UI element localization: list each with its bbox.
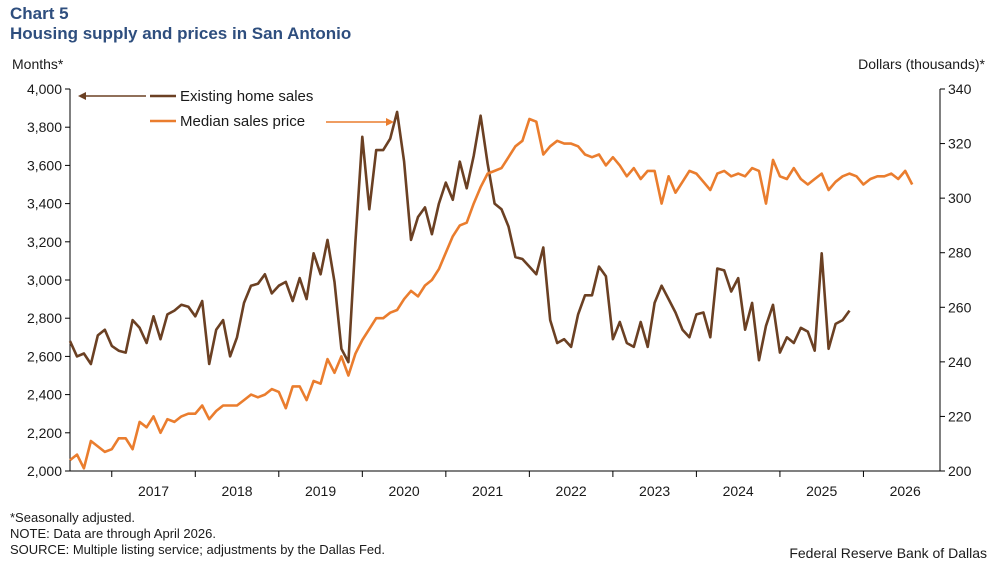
series-line-existing-home-sales <box>68 110 851 366</box>
x-tick-label: 2020 <box>389 483 420 499</box>
x-tick-label: 2025 <box>806 483 837 499</box>
left-tick-label: 2,800 <box>27 310 62 326</box>
legend-arrow-head <box>386 118 394 126</box>
footnote-seasonal: *Seasonally adjusted. <box>10 510 136 525</box>
legend: Existing home sales Median sales price <box>78 88 394 130</box>
left-tick-label: 3,600 <box>27 157 62 173</box>
left-tick-label: 3,400 <box>27 196 62 212</box>
left-tick-label: 2,200 <box>27 425 62 441</box>
x-tick-label: 2026 <box>890 483 921 499</box>
left-tick-label: 4,000 <box>27 81 62 97</box>
right-tick-label: 320 <box>948 136 972 152</box>
footnote-source: SOURCE: Multiple listing service; adjust… <box>10 542 385 557</box>
series-layer <box>68 110 914 470</box>
right-tick-label: 280 <box>948 245 972 261</box>
axes: 2,000 2,200 2,400 2,600 2,800 3,000 3,200 3,400… <box>27 81 972 499</box>
chart-number: Chart 5 <box>10 4 69 23</box>
left-tick-label: 3,000 <box>27 272 62 288</box>
left-tick-label: 2,000 <box>27 463 62 479</box>
footnote-note: NOTE: Data are through April 2026. <box>10 526 216 541</box>
x-tick-label: 2019 <box>305 483 336 499</box>
legend-label-median: Median sales price <box>180 113 305 130</box>
right-tick-label: 300 <box>948 190 972 206</box>
left-tick-label: 3,800 <box>27 119 62 135</box>
legend-arrow-head <box>78 92 86 100</box>
x-tick-label: 2017 <box>138 483 169 499</box>
x-tick-label: 2023 <box>639 483 670 499</box>
right-tick-label: 220 <box>948 408 972 424</box>
legend-label-existing: Existing home sales <box>180 88 313 105</box>
series-line-median-sales-price <box>69 117 914 470</box>
left-axis-unit: Months* <box>12 56 64 72</box>
credit: Federal Reserve Bank of Dallas <box>789 545 987 561</box>
footnotes: *Seasonally adjusted. NOTE: Data are thr… <box>10 510 385 558</box>
x-tick-label: 2024 <box>723 483 754 499</box>
x-tick-label: 2022 <box>556 483 587 499</box>
right-tick-label: 340 <box>948 81 972 97</box>
right-axis-unit: Dollars (thousands)* <box>858 56 985 72</box>
left-tick-label: 2,400 <box>27 387 62 403</box>
right-tick-label: 200 <box>948 463 972 479</box>
x-tick-label: 2018 <box>221 483 252 499</box>
right-tick-label: 240 <box>948 354 972 370</box>
left-tick-label: 2,600 <box>27 348 62 364</box>
x-tick-label: 2021 <box>472 483 503 499</box>
right-tick-label: 260 <box>948 299 972 315</box>
left-tick-label: 3,200 <box>27 234 62 250</box>
chart-title: Housing supply and prices in San Antonio <box>10 24 352 43</box>
